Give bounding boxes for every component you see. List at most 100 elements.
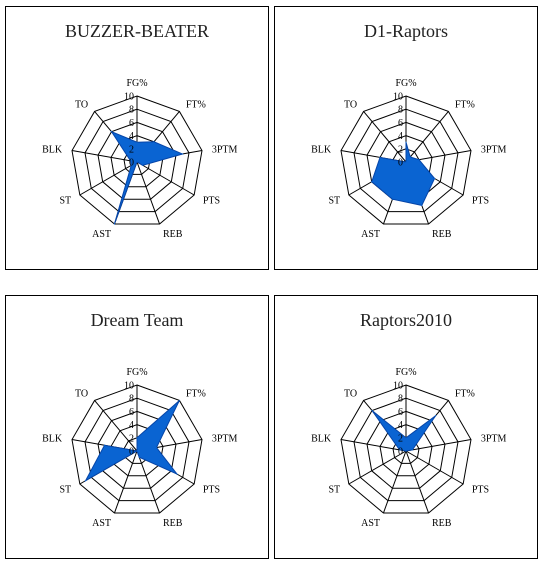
data-point-pts <box>433 177 436 180</box>
axis-label-ast: AST <box>361 229 380 240</box>
tick-label: 4 <box>129 420 134 431</box>
chart-title: Raptors2010 <box>360 310 452 330</box>
series-area <box>371 410 437 452</box>
data-point-ft-pct <box>435 415 437 417</box>
data-point-ft-pct <box>153 141 155 143</box>
tick-label: 8 <box>129 394 134 405</box>
chart-title: Dream Team <box>90 310 184 330</box>
tick-label: 6 <box>129 407 134 418</box>
axis-label-ast: AST <box>361 518 380 529</box>
axis-label-to: TO <box>344 99 357 110</box>
tick-label: 10 <box>393 92 403 103</box>
grid-ring <box>353 108 459 213</box>
tick-label: 2 <box>398 433 403 444</box>
data-point-3ptm <box>411 449 414 451</box>
radar-chart: 0 2 4 6 8 10 FG% FT% 3PTM PTS REB AST ST BLK TO <box>42 367 237 529</box>
data-point-ft-pct <box>409 156 411 158</box>
radar-spoke <box>405 450 430 514</box>
radar-spoke <box>136 161 161 225</box>
axis-label-reb: REB <box>432 229 452 240</box>
grid-ring <box>340 95 472 225</box>
tick-label: 6 <box>398 407 403 418</box>
radar-spoke <box>113 450 138 514</box>
grid-ring <box>366 410 446 489</box>
series-area <box>84 400 180 483</box>
grid-ring <box>97 121 177 200</box>
radar-spoke <box>363 111 407 163</box>
tick-label: 2 <box>129 144 134 155</box>
data-point-st <box>405 450 407 452</box>
data-point-reb <box>421 204 423 207</box>
tick-label: 2 <box>129 433 134 444</box>
axis-label-ast: AST <box>92 229 111 240</box>
data-point-3ptm <box>418 159 420 161</box>
axis-label-to: TO <box>344 388 357 399</box>
tick-label: 8 <box>398 105 403 116</box>
data-point-blk <box>129 160 132 162</box>
tick-label: 10 <box>124 92 134 103</box>
tick-label: 8 <box>129 105 134 116</box>
axis-label-ast: AST <box>92 518 111 529</box>
data-point-reb <box>136 161 138 163</box>
data-point-3ptm <box>155 446 158 449</box>
axis-label-fg-pct: FG% <box>395 367 416 378</box>
chart-title: BUZZER-BEATER <box>65 21 209 41</box>
axis-label-blk: BLK <box>42 144 63 155</box>
axis-label-st: ST <box>60 485 72 496</box>
chart-title: D1-Raptors <box>364 21 448 41</box>
axis-label-fg-pct: FG% <box>126 367 147 378</box>
data-point-to <box>405 161 407 163</box>
axis-label-ft-pct: FT% <box>455 99 475 110</box>
series-area <box>371 142 436 206</box>
axis-label-pts: PTS <box>203 196 220 207</box>
tick-label: 0 <box>129 158 134 169</box>
axis-label-reb: REB <box>163 518 183 529</box>
grid-ring <box>340 384 472 514</box>
axis-label-st: ST <box>329 196 341 207</box>
data-point-fg-pct <box>405 141 407 143</box>
chart-panel-buzzer-beater: BUZZER-BEATER 0 2 4 6 8 10 FG% FT% 3PTM PTS REB AST… <box>5 6 269 270</box>
axis-label-pts: PTS <box>203 485 220 496</box>
grid-ring <box>71 95 203 225</box>
radar-spoke <box>71 150 138 163</box>
data-point-fg-pct <box>405 437 407 439</box>
radar-spoke <box>348 450 407 485</box>
chart-panel-d1-raptors: D1-Raptors 0 2 4 6 8 10 FG% FT% 3PTM PTS REB AST ST B… <box>274 6 538 270</box>
radar-chart: 0 2 4 6 8 10 FG% FT% 3PTM PTS REB AST ST BLK TO <box>42 78 238 240</box>
axis-label-blk: BLK <box>42 433 63 444</box>
grid-ring <box>353 397 459 502</box>
tick-label: 6 <box>129 118 134 129</box>
radar-spoke <box>405 111 449 163</box>
tick-label: 10 <box>124 381 134 392</box>
data-point-reb <box>138 456 140 458</box>
axis-label-to: TO <box>75 388 88 399</box>
tick-label: 6 <box>398 118 403 129</box>
tick-label: 4 <box>398 420 403 431</box>
data-point-pts <box>176 473 178 475</box>
radar-spoke <box>136 450 161 514</box>
grid-ring <box>71 384 203 514</box>
data-point-blk <box>398 449 401 451</box>
data-point-pts <box>142 164 144 166</box>
tick-label: 10 <box>393 381 403 392</box>
axis-label-pts: PTS <box>472 196 489 207</box>
axis-label-st: ST <box>329 485 341 496</box>
tick-label: 0 <box>398 158 403 169</box>
data-point-blk <box>379 156 381 159</box>
axis-label-fg-pct: FG% <box>126 78 147 89</box>
radar-spoke <box>382 450 407 514</box>
axis-label-fg-pct: FG% <box>395 78 416 89</box>
grid-ring <box>84 108 190 213</box>
data-point-st <box>84 480 87 482</box>
chart-panel-dream-team: Dream Team 0 2 4 6 8 10 FG% FT% 3PTM PTS REB AST ST B… <box>5 295 269 559</box>
axis-label-3ptm: 3PTM <box>212 144 238 155</box>
data-point-to <box>371 409 373 412</box>
tick-label: 0 <box>398 447 403 458</box>
data-point-to <box>110 131 113 133</box>
axis-label-ft-pct: FT% <box>455 388 475 399</box>
axis-label-reb: REB <box>432 518 452 529</box>
axis-label-reb: REB <box>163 229 183 240</box>
tick-label: 0 <box>129 447 134 458</box>
data-point-fg-pct <box>136 141 138 143</box>
data-point-ast <box>113 223 116 225</box>
